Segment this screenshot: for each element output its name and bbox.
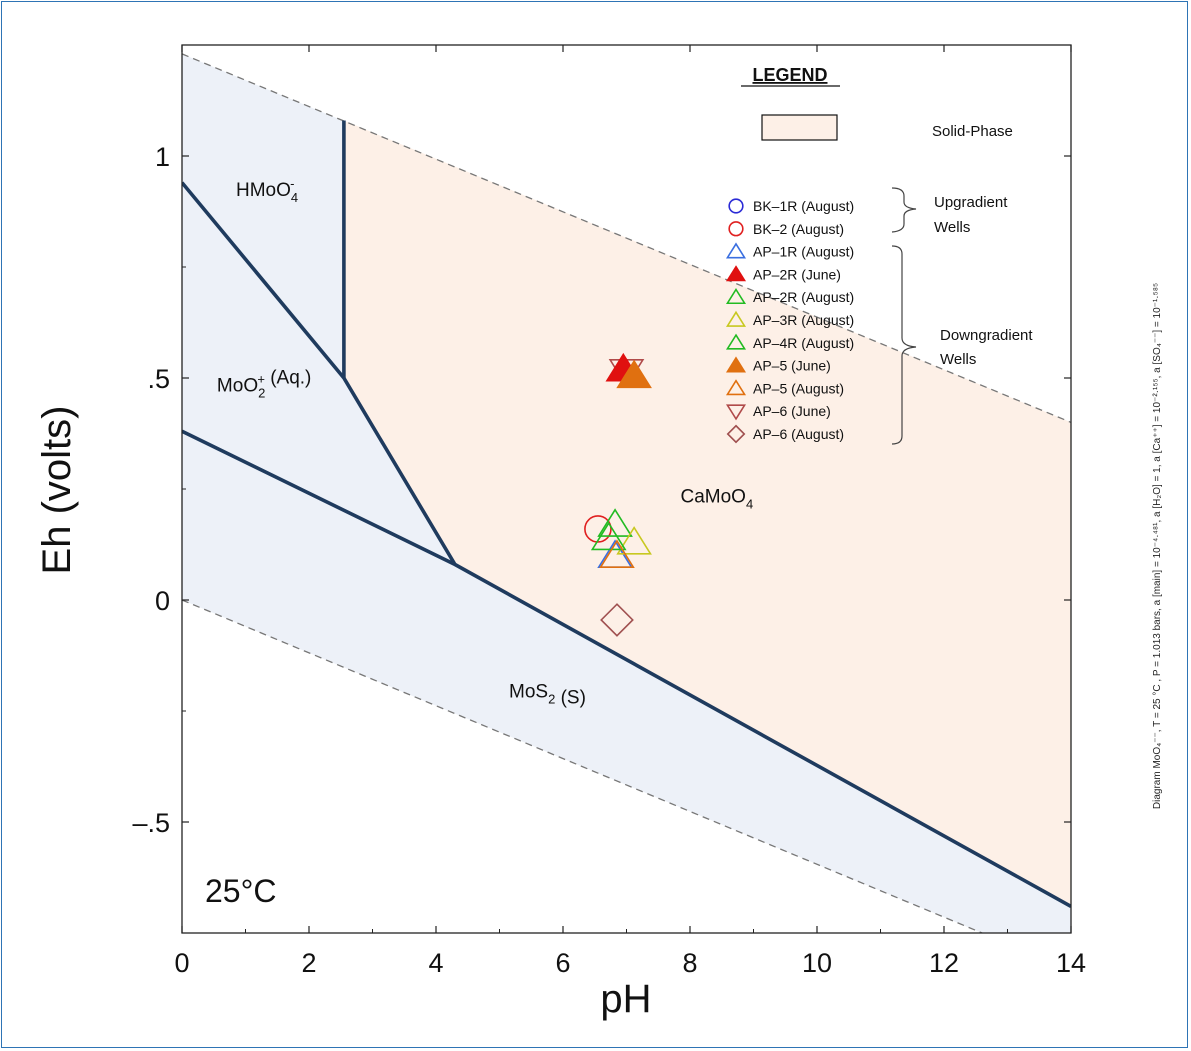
downgradient-label-line2: Wells <box>940 351 976 368</box>
x-axis-title: pH <box>600 977 651 1021</box>
x-tick-label: 6 <box>555 948 570 978</box>
downgradient-brace <box>891 245 917 445</box>
legend-solid-swatch <box>761 114 838 141</box>
legend-title: LEGEND <box>752 65 827 85</box>
data-point <box>597 508 633 537</box>
x-tick-label: 2 <box>301 948 316 978</box>
legend-marker <box>725 287 747 305</box>
legend: LEGEND Solid-Phase BK–1R (August) BK–2 (A… <box>725 65 1033 445</box>
x-tick-label: 4 <box>428 948 443 978</box>
legend-entry-label: AP–2R (August) <box>753 289 854 305</box>
temperature-label: 25°C <box>205 873 277 909</box>
x-tick-label: 14 <box>1056 948 1086 978</box>
data-point <box>616 526 652 555</box>
phase-fields <box>182 53 1071 933</box>
conditions-caption: Diagram MoO₄⁻⁻, T = 25 °C , P = 1.013 ba… <box>1152 283 1163 809</box>
legend-marker <box>725 242 747 259</box>
legend-entry-label: AP–1R (August) <box>753 244 854 260</box>
data-point <box>590 521 627 551</box>
data-point <box>584 515 612 543</box>
legend-marker <box>728 198 744 214</box>
legend-marker <box>725 379 747 396</box>
legend-entry-label: AP–2R (June) <box>753 266 841 282</box>
legend-entry-label: AP–6 (June) <box>753 403 831 419</box>
legend-entry-label: AP–3R (August) <box>753 312 854 328</box>
water-stability-line-1 <box>182 599 983 933</box>
data-point <box>600 603 634 637</box>
legend-marker <box>725 404 747 421</box>
region-labels: HMoO4- MoO2+ (Aq.) CaMoO4 MoS2 (S) <box>217 176 753 709</box>
solid-phase-field <box>343 120 1071 907</box>
y-tick-label: 1 <box>155 142 170 172</box>
x-tick-label: 12 <box>929 948 959 978</box>
legend-marker <box>728 221 744 237</box>
phase-boundary-1 <box>182 181 457 566</box>
legend-solid-label: Solid-Phase <box>932 123 1013 140</box>
legend-entry-label: AP–5 (June) <box>753 358 831 374</box>
upgradient-label-line2: Wells <box>934 219 970 236</box>
y-tick-label: .5 <box>147 364 170 394</box>
downgradient-label-line1: Downgradient <box>940 327 1033 344</box>
legend-entry-label: AP–6 (August) <box>753 426 844 442</box>
legend-marker <box>725 333 747 350</box>
legend-entry-label: BK–1R (August) <box>753 198 854 214</box>
phase-boundary-2 <box>182 429 1071 908</box>
legend-entry-label: BK–2 (August) <box>753 221 844 237</box>
legend-entry-label: AP–4R (August) <box>753 335 854 351</box>
legend-marker <box>725 265 747 282</box>
legend-marker <box>726 424 746 444</box>
data-point <box>616 359 652 389</box>
y-axis-title: Eh (volts) <box>35 406 79 575</box>
region-label-1: MoO2+ (Aq.) <box>217 367 311 400</box>
water-stability-line-0 <box>182 53 1071 424</box>
region-label-2: CaMoO4 <box>680 486 753 511</box>
legend-entry-label: AP–5 (August) <box>753 380 844 396</box>
data-point <box>599 539 635 568</box>
y-tick-label: –.5 <box>132 808 170 838</box>
y-tick-label: 0 <box>155 586 170 616</box>
region-label-3: MoS2 (S) <box>509 682 586 709</box>
x-tick-label: 0 <box>174 948 189 978</box>
legend-marker <box>725 310 747 327</box>
x-tick-label: 10 <box>802 948 832 978</box>
axis-ticks: 0 2 4 6 8 10 12 14 1 .5 0 –.5 <box>132 44 1086 978</box>
boundary-lines <box>182 53 1071 933</box>
region-label-0: HMoO4- <box>236 176 298 205</box>
legend-entries: BK–1R (August) BK–2 (August) AP–1R (August… <box>725 198 854 444</box>
upgradient-label-line1: Upgradient <box>934 194 1008 211</box>
upgradient-brace <box>891 187 917 233</box>
x-tick-label: 8 <box>682 948 697 978</box>
data-points <box>584 352 652 637</box>
legend-marker <box>725 356 747 373</box>
